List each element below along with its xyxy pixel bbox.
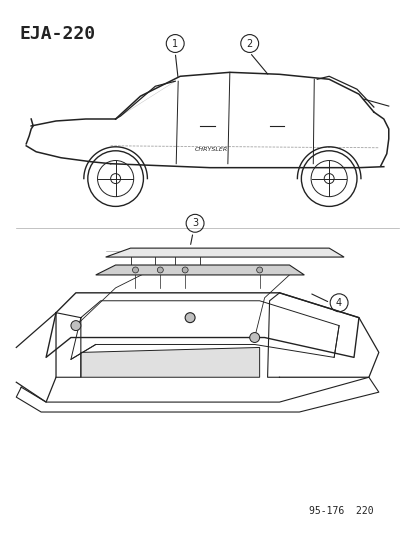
Polygon shape	[95, 265, 304, 275]
Polygon shape	[81, 348, 259, 377]
Text: 4: 4	[335, 298, 341, 308]
Text: CHRYSLER: CHRYSLER	[195, 147, 228, 152]
Circle shape	[323, 174, 333, 183]
Circle shape	[182, 267, 188, 273]
Circle shape	[132, 267, 138, 273]
Text: 2: 2	[246, 38, 252, 49]
Text: EJA-220: EJA-220	[19, 25, 95, 43]
Text: 95-176  220: 95-176 220	[309, 506, 373, 516]
Text: 1: 1	[172, 38, 178, 49]
Circle shape	[249, 333, 259, 343]
Circle shape	[185, 313, 195, 322]
Circle shape	[110, 174, 120, 183]
Circle shape	[157, 267, 163, 273]
Circle shape	[256, 267, 262, 273]
Polygon shape	[105, 248, 343, 257]
Text: 3: 3	[192, 219, 198, 228]
Circle shape	[71, 321, 81, 330]
